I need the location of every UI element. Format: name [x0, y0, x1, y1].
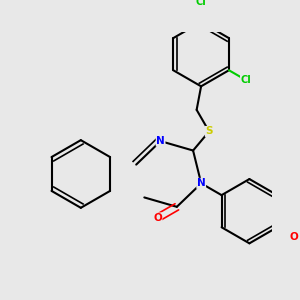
Text: O: O	[153, 213, 162, 223]
Text: S: S	[205, 126, 213, 136]
Text: O: O	[290, 232, 298, 242]
Text: Cl: Cl	[196, 0, 206, 8]
Text: N: N	[197, 178, 206, 188]
Text: N: N	[156, 136, 165, 146]
Text: Cl: Cl	[241, 75, 251, 85]
